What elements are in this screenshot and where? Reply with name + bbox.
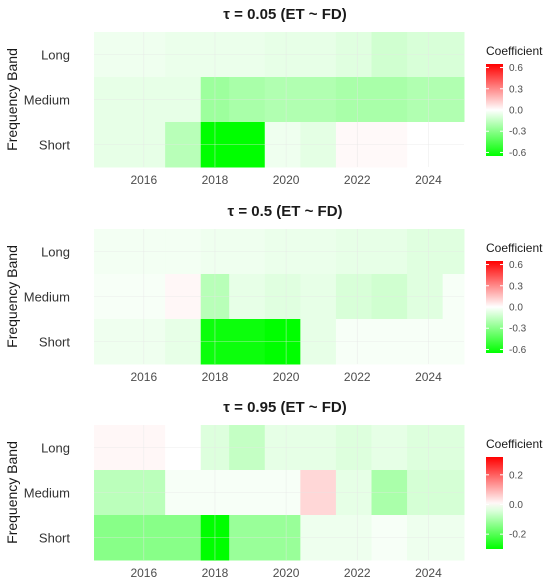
x-tick-label: 2024 bbox=[415, 173, 442, 187]
legend: Coefficient 0.6 0.3 0.0 -0.3 -0.6 bbox=[486, 44, 543, 159]
legend-tick-label: -0.2 bbox=[509, 530, 527, 541]
y-tick-label: Short bbox=[39, 531, 70, 546]
y-tick-label: Long bbox=[41, 441, 70, 456]
legend-tick-label: -0.3 bbox=[509, 127, 527, 138]
y-tick-label: Long bbox=[41, 48, 70, 63]
x-tick-label: 2024 bbox=[415, 566, 442, 580]
legend: Coefficient 0.6 0.3 0.0 -0.3 -0.6 bbox=[486, 241, 543, 356]
legend-title: Coefficient bbox=[486, 437, 543, 451]
legend-tick-label: 0.0 bbox=[509, 500, 523, 511]
legend-tick-label: 0.0 bbox=[509, 106, 523, 117]
x-tick-label: 2018 bbox=[202, 566, 229, 580]
legend-tick-label: -0.6 bbox=[509, 345, 527, 356]
legend-colorbar bbox=[486, 64, 503, 156]
panel-2: τ = 0.5 (ET ~ FD) Frequency Band Short Medi… bbox=[4, 203, 543, 384]
x-tick-label: 2022 bbox=[344, 566, 371, 580]
x-tick-label: 2020 bbox=[273, 173, 300, 187]
legend-tick-label: 0.3 bbox=[509, 281, 523, 292]
x-tick-label: 2020 bbox=[273, 566, 300, 580]
legend-colorbar bbox=[486, 261, 503, 353]
x-tick-label: 2024 bbox=[415, 370, 442, 384]
y-axis-label: Frequency Band bbox=[4, 245, 20, 348]
legend-title: Coefficient bbox=[486, 44, 543, 58]
y-tick-label: Medium bbox=[24, 486, 70, 501]
panel-title: τ = 0.95 (ET ~ FD) bbox=[223, 399, 346, 416]
legend-tick-label: 0.0 bbox=[509, 303, 523, 314]
legend: Coefficient 0.2 0.0 -0.2 bbox=[486, 437, 543, 549]
x-tick-label: 2016 bbox=[130, 370, 157, 384]
x-tick-label: 2022 bbox=[344, 173, 371, 187]
legend-tick-label: 0.3 bbox=[509, 84, 523, 95]
y-tick-label: Long bbox=[41, 245, 70, 260]
x-tick-label: 2018 bbox=[202, 370, 229, 384]
y-axis-label: Frequency Band bbox=[4, 48, 20, 151]
legend-colorbar bbox=[486, 457, 503, 549]
x-tick-label: 2018 bbox=[202, 173, 229, 187]
panel-3: τ = 0.95 (ET ~ FD) Frequency Band Short Med… bbox=[4, 399, 543, 580]
x-tick-label: 2016 bbox=[130, 173, 157, 187]
panel-1: τ = 0.05 (ET ~ FD) Frequency Band Short Med… bbox=[4, 6, 543, 187]
legend-tick-label: -0.6 bbox=[509, 148, 527, 159]
x-tick-label: 2016 bbox=[130, 566, 157, 580]
y-tick-label: Short bbox=[39, 335, 70, 350]
legend-tick-label: 0.6 bbox=[509, 63, 523, 74]
legend-tick-label: 0.6 bbox=[509, 260, 523, 271]
y-tick-label: Medium bbox=[24, 93, 70, 108]
legend-tick-label: -0.3 bbox=[509, 324, 527, 335]
legend-title: Coefficient bbox=[486, 241, 543, 255]
y-axis-label: Frequency Band bbox=[4, 441, 20, 544]
x-tick-label: 2022 bbox=[344, 370, 371, 384]
y-tick-label: Short bbox=[39, 138, 70, 153]
panel-title: τ = 0.05 (ET ~ FD) bbox=[223, 6, 346, 23]
x-tick-label: 2020 bbox=[273, 370, 300, 384]
y-tick-label: Medium bbox=[24, 290, 70, 305]
legend-tick-label: 0.2 bbox=[509, 470, 523, 481]
panel-title: τ = 0.5 (ET ~ FD) bbox=[227, 203, 342, 220]
